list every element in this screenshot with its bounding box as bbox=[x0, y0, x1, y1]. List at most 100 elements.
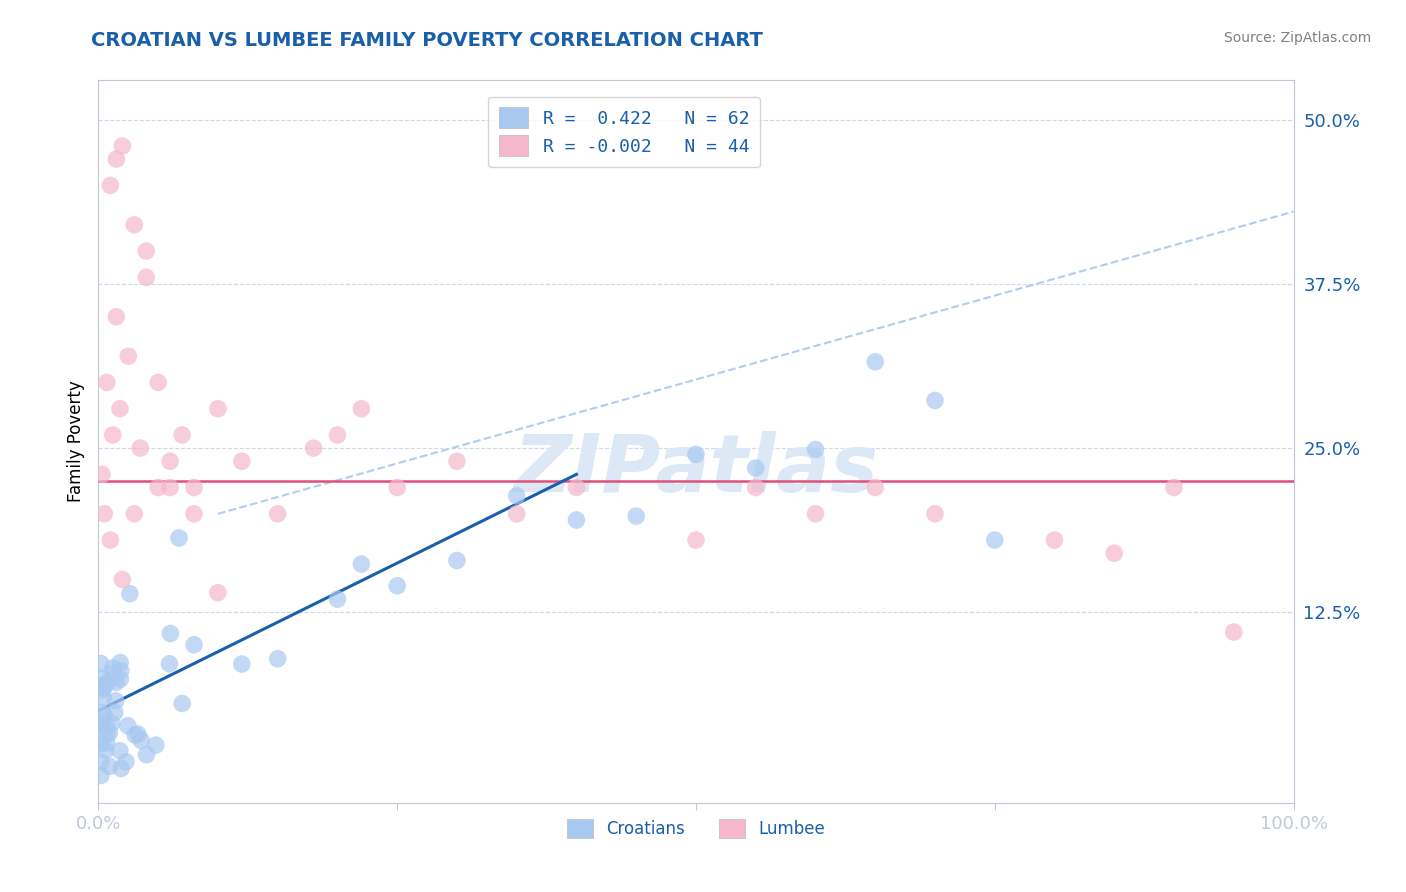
Point bbox=[90, 679, 112, 693]
Point bbox=[91, 467, 114, 482]
Point bbox=[145, 738, 167, 752]
Point bbox=[183, 507, 205, 521]
Point bbox=[93, 707, 115, 722]
Point bbox=[159, 626, 181, 640]
Point bbox=[96, 676, 118, 690]
Point bbox=[326, 592, 349, 607]
Point bbox=[626, 509, 648, 524]
Point bbox=[745, 481, 768, 495]
Point bbox=[385, 481, 409, 495]
Point bbox=[446, 454, 468, 468]
Point bbox=[101, 661, 124, 675]
Point bbox=[91, 690, 114, 705]
Point bbox=[124, 218, 146, 232]
Point bbox=[108, 401, 131, 416]
Legend: Croatians, Lumbee: Croatians, Lumbee bbox=[560, 813, 832, 845]
Point bbox=[565, 481, 588, 495]
Point bbox=[159, 481, 181, 495]
Point bbox=[984, 533, 1007, 547]
Point bbox=[105, 675, 128, 690]
Point bbox=[1223, 625, 1246, 640]
Point bbox=[127, 727, 149, 741]
Point bbox=[93, 507, 115, 521]
Point bbox=[90, 768, 112, 782]
Point bbox=[115, 755, 138, 769]
Point bbox=[172, 697, 194, 711]
Point bbox=[1043, 533, 1066, 547]
Point bbox=[90, 755, 112, 769]
Point bbox=[91, 682, 114, 697]
Point bbox=[183, 638, 205, 652]
Point bbox=[105, 152, 128, 166]
Point bbox=[110, 656, 132, 670]
Point bbox=[94, 743, 117, 757]
Point bbox=[98, 726, 121, 740]
Point bbox=[101, 428, 124, 442]
Point bbox=[90, 718, 112, 732]
Point bbox=[231, 657, 253, 671]
Point bbox=[90, 657, 112, 671]
Point bbox=[506, 489, 529, 503]
Point bbox=[110, 762, 132, 776]
Point bbox=[207, 401, 229, 416]
Point bbox=[91, 706, 114, 720]
Point bbox=[135, 747, 157, 762]
Point bbox=[167, 531, 190, 545]
Point bbox=[172, 428, 194, 442]
Point bbox=[446, 553, 468, 567]
Point bbox=[804, 507, 827, 521]
Y-axis label: Family Poverty: Family Poverty bbox=[66, 381, 84, 502]
Point bbox=[90, 718, 112, 732]
Point bbox=[101, 666, 124, 681]
Point bbox=[90, 736, 112, 750]
Point bbox=[129, 733, 152, 747]
Point bbox=[385, 579, 409, 593]
Point bbox=[91, 679, 114, 693]
Point bbox=[96, 718, 118, 732]
Point bbox=[1104, 546, 1126, 560]
Point bbox=[350, 557, 373, 571]
Point bbox=[267, 507, 290, 521]
Point bbox=[148, 376, 170, 390]
Point bbox=[506, 507, 529, 521]
Text: CROATIAN VS LUMBEE FAMILY POVERTY CORRELATION CHART: CROATIAN VS LUMBEE FAMILY POVERTY CORREL… bbox=[91, 31, 763, 50]
Point bbox=[148, 481, 170, 495]
Point bbox=[924, 393, 946, 408]
Point bbox=[96, 376, 118, 390]
Point bbox=[685, 447, 707, 461]
Point bbox=[326, 428, 349, 442]
Point bbox=[105, 310, 128, 324]
Point bbox=[129, 441, 152, 455]
Point bbox=[924, 507, 946, 521]
Point bbox=[124, 728, 146, 742]
Point bbox=[110, 664, 132, 678]
Point bbox=[135, 270, 157, 285]
Point bbox=[159, 454, 181, 468]
Point bbox=[231, 454, 253, 468]
Point bbox=[865, 355, 887, 369]
Point bbox=[159, 657, 181, 671]
Point bbox=[745, 461, 768, 475]
Point bbox=[267, 651, 290, 665]
Point bbox=[350, 401, 373, 416]
Point bbox=[117, 719, 139, 733]
Point bbox=[1163, 481, 1185, 495]
Point bbox=[183, 481, 205, 495]
Point bbox=[104, 706, 127, 720]
Point bbox=[101, 716, 124, 731]
Point bbox=[91, 680, 114, 694]
Point bbox=[91, 671, 114, 685]
Point bbox=[685, 533, 707, 547]
Point bbox=[96, 736, 118, 750]
Point bbox=[117, 349, 139, 363]
Point bbox=[104, 694, 127, 708]
Point bbox=[565, 513, 588, 527]
Point bbox=[96, 727, 118, 741]
Point bbox=[207, 585, 229, 599]
Point bbox=[135, 244, 157, 258]
Point bbox=[110, 672, 132, 686]
Point bbox=[302, 441, 325, 455]
Point bbox=[98, 759, 121, 773]
Point bbox=[93, 681, 115, 695]
Point bbox=[111, 139, 134, 153]
